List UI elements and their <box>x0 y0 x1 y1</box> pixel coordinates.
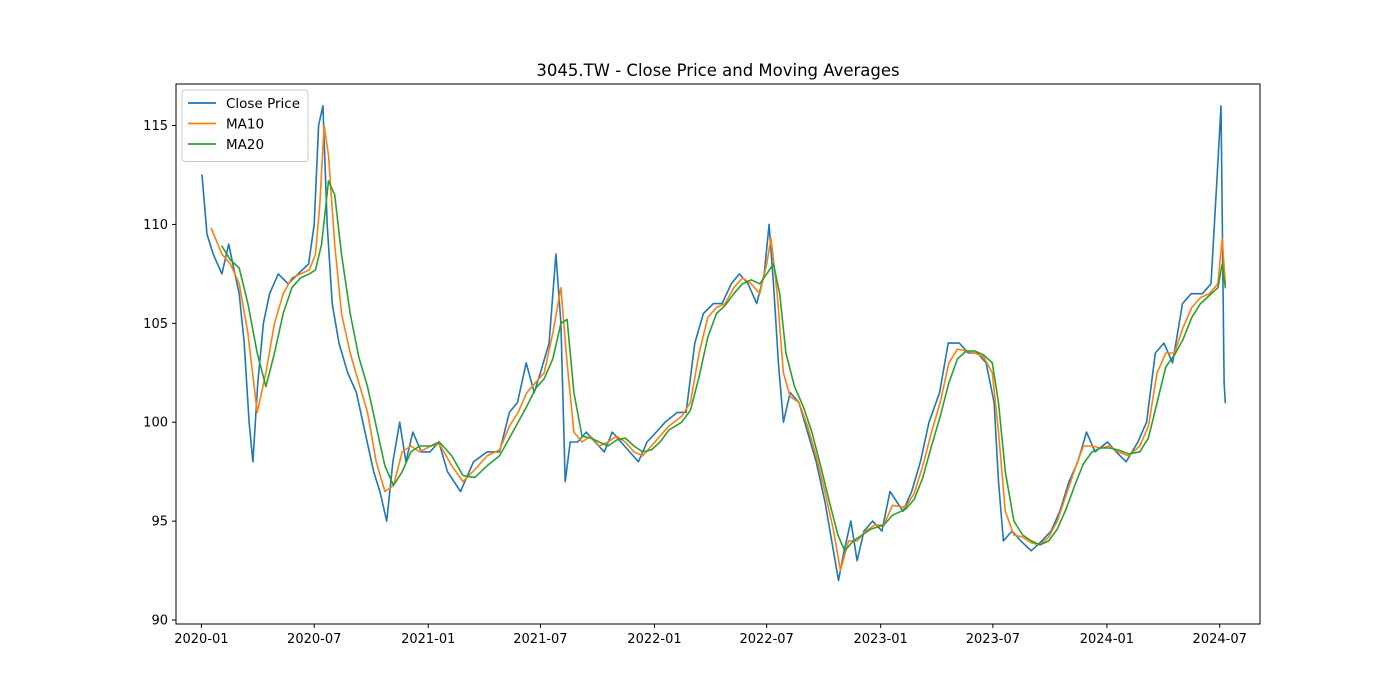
axes-layer: 2020-01 2020-07 2021-01 2021-07 2022-01 2022-… <box>143 119 1247 647</box>
x-tick-label: 2022-01 <box>627 632 681 647</box>
y-tick-label: 95 <box>151 515 168 530</box>
legend-label-close-price: Close Price <box>226 96 300 112</box>
series-line-ma20 <box>221 180 1227 552</box>
x-tick-label: 2022-07 <box>739 632 793 647</box>
y-tick-label: 100 <box>143 416 168 431</box>
plot-area <box>176 84 1260 624</box>
x-tick-label: 2024-07 <box>1193 632 1247 647</box>
x-tick-label: 2023-07 <box>966 632 1020 647</box>
plot-frame <box>175 83 1261 625</box>
y-tick-label: 110 <box>143 218 168 233</box>
x-tick-label: 2021-01 <box>401 632 455 647</box>
legend: Close Price MA10 MA20 <box>181 89 309 162</box>
x-tick-label: 2024-01 <box>1080 632 1134 647</box>
y-tick-label: 115 <box>143 119 168 134</box>
legend-label-ma10: MA10 <box>226 117 264 133</box>
x-tick-label: 2020-07 <box>287 632 341 647</box>
legend-label-ma20: MA20 <box>226 137 264 153</box>
y-tick-label: 105 <box>143 317 168 332</box>
x-tick-label: 2020-01 <box>174 632 228 647</box>
series-line-ma10 <box>210 124 1227 572</box>
x-tick-label: 2023-01 <box>854 632 908 647</box>
chart-title: 3045.TW - Close Price and Moving Average… <box>536 61 899 80</box>
series-line-close-price <box>201 105 1227 582</box>
x-tick-label: 2021-07 <box>513 632 567 647</box>
y-tick-label: 90 <box>151 614 168 629</box>
series-layer <box>201 105 1227 582</box>
